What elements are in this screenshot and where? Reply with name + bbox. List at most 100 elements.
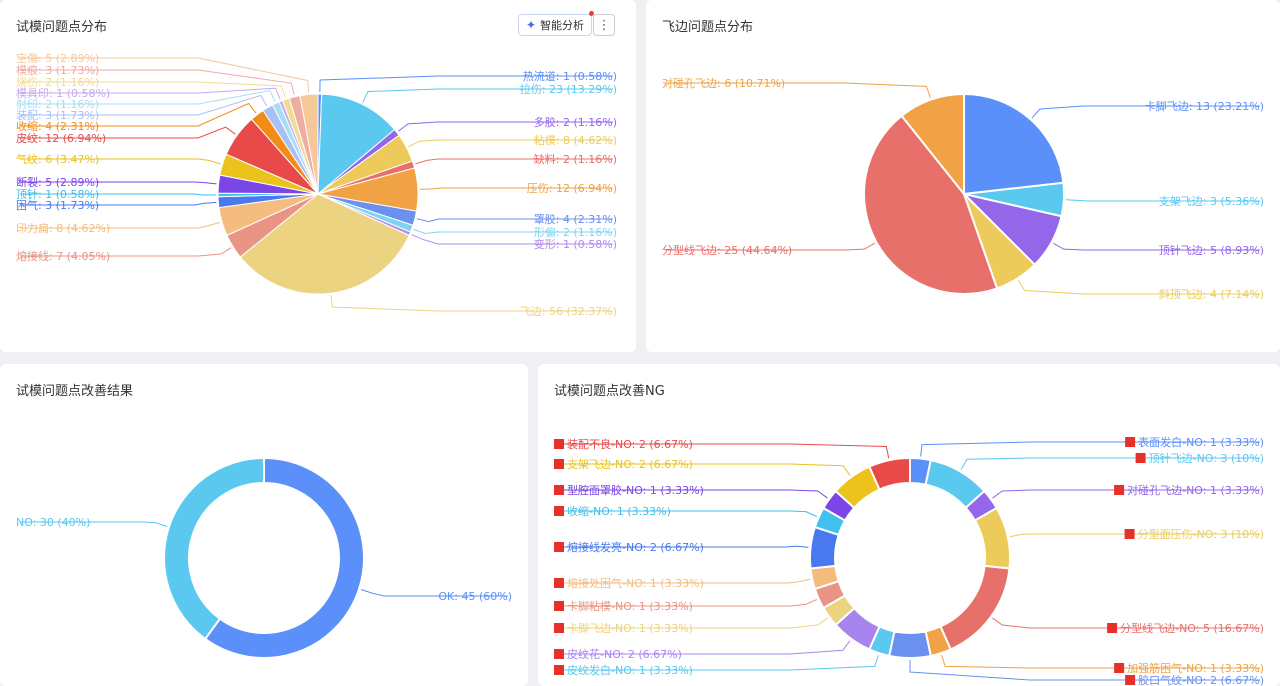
leader-line [362, 88, 613, 103]
slice-label: 熔接处困气-NO: 1 (3.33%) [567, 576, 704, 590]
slice-4[interactable] [863, 114, 999, 295]
ai-analysis-button[interactable]: ✦ 智能分析 [518, 11, 595, 36]
marker-square [554, 485, 564, 495]
slice-label: 印力扁: 8 (4.62%) [16, 222, 110, 235]
leader-line [920, 441, 1260, 457]
leader-line [992, 617, 1260, 629]
slice-label: 熔接线: 7 (4.05%) [16, 249, 110, 263]
slice-label: 顶针: 1 (0.58%) [16, 187, 99, 201]
slice-0[interactable] [203, 456, 365, 659]
slice-label: 支架飞边: 3 (5.36%) [1159, 195, 1264, 208]
sparkle-icon: ✦ [526, 18, 537, 32]
donut-chart: OK: 45 (60%) NO: 30 (40%) [16, 456, 512, 659]
slice-label: 拉伤: 23 (13.29%) [520, 82, 617, 96]
slice-label: 加强筋困气-NO: 1 (3.33%) [1127, 661, 1264, 675]
leader-line [408, 139, 613, 148]
leader-line [20, 201, 217, 206]
slice-label: 收缩: 4 (2.31%) [16, 119, 99, 133]
marker-square [554, 601, 564, 611]
leader-line [909, 660, 1260, 681]
leader-line [558, 510, 818, 517]
marker-square [554, 439, 564, 449]
leader-line [666, 242, 875, 251]
slice-label: 卡脚飞边-NO: 1 (3.33%) [567, 621, 693, 635]
marker-square [1125, 437, 1136, 447]
improvement-result-panel: 试模问题点改善结果 OK: 45 (60%) NO: 30 (40%) [0, 364, 528, 686]
slice-label: 熔接线发亮-NO: 2 (6.67%) [567, 540, 704, 554]
slice-4[interactable] [939, 564, 1011, 651]
panel-title: 试模问题点改善NG [554, 384, 665, 399]
slice-label: 卡脚粘模-NO: 1 (3.33%) [567, 599, 693, 613]
slice-label: NO: 30 (40%) [16, 516, 90, 529]
slice-label: 分型线飞边: 25 (44.64%) [662, 243, 792, 257]
slice-label: 分型线飞边-NO: 5 (16.67%) [1120, 621, 1264, 635]
donut-chart: 表面发白-NO: 1 (3.33%) 顶针飞边-NO: 3 (10%) 对碰孔飞边-… [554, 435, 1264, 686]
leader-line [319, 75, 613, 93]
leader-line [398, 121, 613, 132]
leader-line [20, 81, 286, 98]
panel-title: 飞边问题点分布 [662, 20, 754, 35]
leader-line [415, 158, 613, 165]
marker-square [1135, 453, 1146, 463]
slice-label: 收缩-NO: 1 (3.33%) [567, 504, 671, 518]
slice-label: 多胶: 2 (1.16%) [534, 115, 617, 129]
slice-label: 罩胶: 4 (2.31%) [534, 212, 617, 226]
leader-line [1009, 533, 1260, 538]
slice-9[interactable] [239, 193, 410, 295]
slice-16[interactable] [868, 456, 911, 491]
marker-square [1114, 485, 1125, 495]
flash-distribution-panel: 飞边问题点分布 卡脚飞边: 13 (23.21%) 支架飞边: 3 (5.36%)… [646, 0, 1280, 352]
pie-chart: 卡脚飞边: 13 (23.21%) 支架飞边: 3 (5.36%) 顶针飞边: 5 … [662, 76, 1264, 301]
leader-line [20, 94, 268, 116]
slice-label: 分型面压伤-NO: 3 (10%) [1138, 527, 1264, 541]
leader-line [20, 158, 221, 165]
marker-square [1125, 675, 1136, 685]
leader-line [413, 228, 613, 235]
slice-label: 支架飞边-NO: 2 (6.67%) [567, 458, 693, 471]
slice-label: 缺料: 2 (1.16%) [534, 152, 617, 166]
slice-label: 皮纹花-NO: 2 (6.67%) [567, 647, 682, 661]
slice-label: 热流道: 1 (0.58%) [523, 69, 617, 83]
slice-label: OK: 45 (60%) [438, 590, 512, 603]
leader-line [558, 654, 879, 671]
marker-square [554, 578, 564, 588]
marker-square [554, 623, 564, 633]
leader-line [1053, 242, 1260, 251]
leader-line [20, 102, 257, 127]
leader-line [20, 87, 281, 100]
ai-analysis-label: 智能分析 [540, 19, 585, 32]
slice-3[interactable] [973, 506, 1011, 570]
slice-label: 装配不良-NO: 2 (6.67%) [567, 437, 693, 451]
slice-label: 模具印: 1 (0.58%) [16, 87, 110, 100]
slice-label: 装配: 3 (1.73%) [16, 109, 99, 122]
slice-23[interactable] [299, 93, 319, 195]
slice-label: 模痕: 3 (1.73%) [16, 63, 99, 77]
leader-line [419, 187, 613, 190]
slice-label: 气纹: 6 (3.47%) [16, 152, 99, 166]
slice-1[interactable] [163, 456, 265, 641]
slice-0[interactable] [963, 92, 1065, 196]
slice-1[interactable] [317, 93, 396, 196]
leader-line [558, 640, 851, 655]
slice-label: 形偏: 2 (1.16%) [534, 225, 617, 239]
leader-line [20, 57, 310, 93]
slice-label: 粘模: 8 (4.62%) [534, 133, 617, 147]
slice-label: 斜顶飞边: 4 (7.14%) [1159, 288, 1264, 301]
slice-5[interactable] [900, 92, 965, 197]
leader-line [360, 589, 508, 597]
leader-line [416, 218, 613, 223]
marker-square [554, 542, 564, 552]
marker-square [554, 649, 564, 659]
slice-6[interactable] [888, 630, 932, 659]
notification-dot [589, 11, 595, 16]
slice-label: 卡脚飞边: 13 (23.21%) [1145, 99, 1264, 113]
panel-title: 试模问题点改善结果 [16, 384, 134, 399]
leader-line [666, 82, 931, 98]
leader-line [558, 443, 890, 459]
leader-line [20, 193, 217, 196]
marker-square [1114, 663, 1125, 673]
slice-label: 对碰孔飞边: 6 (10.71%) [662, 76, 785, 90]
more-options-button[interactable]: ⋮ [593, 14, 615, 36]
leader-line [558, 617, 828, 629]
marker-square [1124, 529, 1135, 539]
